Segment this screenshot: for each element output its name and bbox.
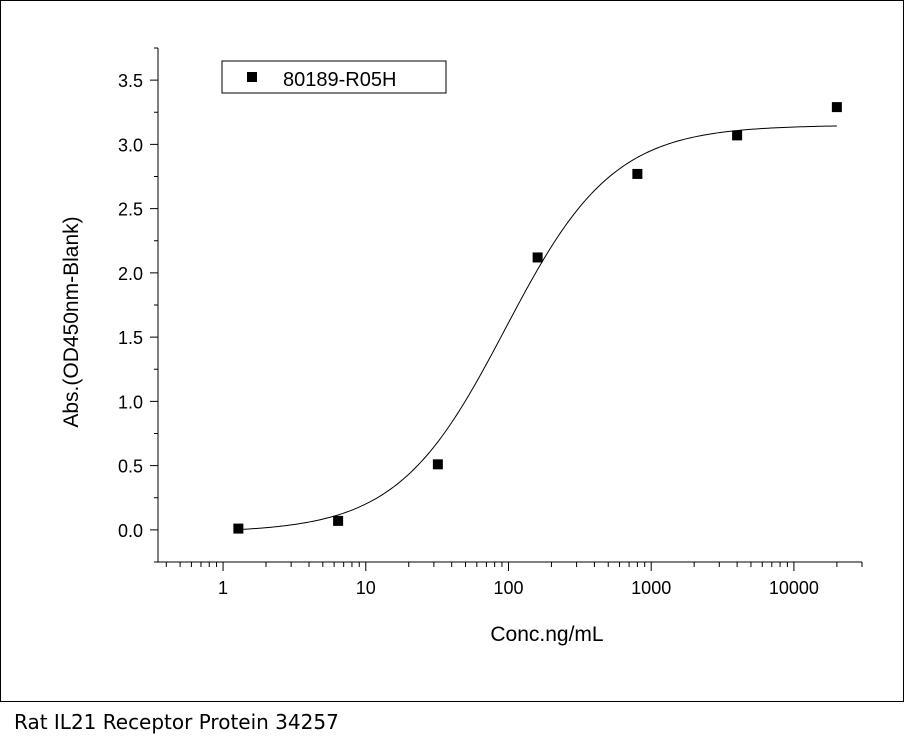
y-tick-label: 3.0 xyxy=(118,135,143,155)
fit-curve xyxy=(238,125,837,531)
x-tick-label: 10000 xyxy=(769,578,819,598)
data-point xyxy=(432,459,443,470)
data-point xyxy=(632,168,643,179)
axes xyxy=(157,48,862,563)
legend: 80189-R05H xyxy=(221,60,447,94)
x-tick-label: 1 xyxy=(218,578,228,598)
y-tick-label: 3.5 xyxy=(118,71,143,91)
chart: 0.00.51.01.52.02.53.03.51 10 100 1000 10000 … xyxy=(60,47,863,646)
y-tick-label: 0.5 xyxy=(118,457,143,477)
y-tick-label: 2.0 xyxy=(118,264,143,284)
y-tick-label: 2.5 xyxy=(118,200,143,220)
x-axis-label: Conc.ng/mL xyxy=(490,623,603,646)
legend-label: 80189-R05H xyxy=(283,69,396,91)
legend-box xyxy=(221,60,447,94)
data-point xyxy=(333,515,344,526)
x-tick-label: 1000 xyxy=(631,578,671,598)
figure-frame xyxy=(0,0,904,702)
legend-marker-square xyxy=(247,72,257,82)
y-tick-label: 1.5 xyxy=(118,328,143,348)
data-point xyxy=(732,130,743,141)
data-point xyxy=(532,252,543,263)
x-tick-label: 100 xyxy=(493,578,523,598)
y-axis-label: Abs.(OD450nm-Blank) xyxy=(60,216,83,427)
y-tick-label: 1.0 xyxy=(118,392,143,412)
data-point xyxy=(233,523,244,534)
data-points xyxy=(233,102,842,534)
ticks: 0.0 0.5 1.0 1.5 2.0 2.5 3.0 3.5 1 10 100 1000 10000 xyxy=(118,47,863,598)
data-point xyxy=(831,102,842,113)
y-tick-label: 0.0 xyxy=(118,521,143,541)
figure-caption: Rat IL21 Receptor Protein 34257 xyxy=(14,710,339,734)
x-tick-label: 10 xyxy=(356,578,376,598)
fit-curve-group xyxy=(238,125,837,531)
